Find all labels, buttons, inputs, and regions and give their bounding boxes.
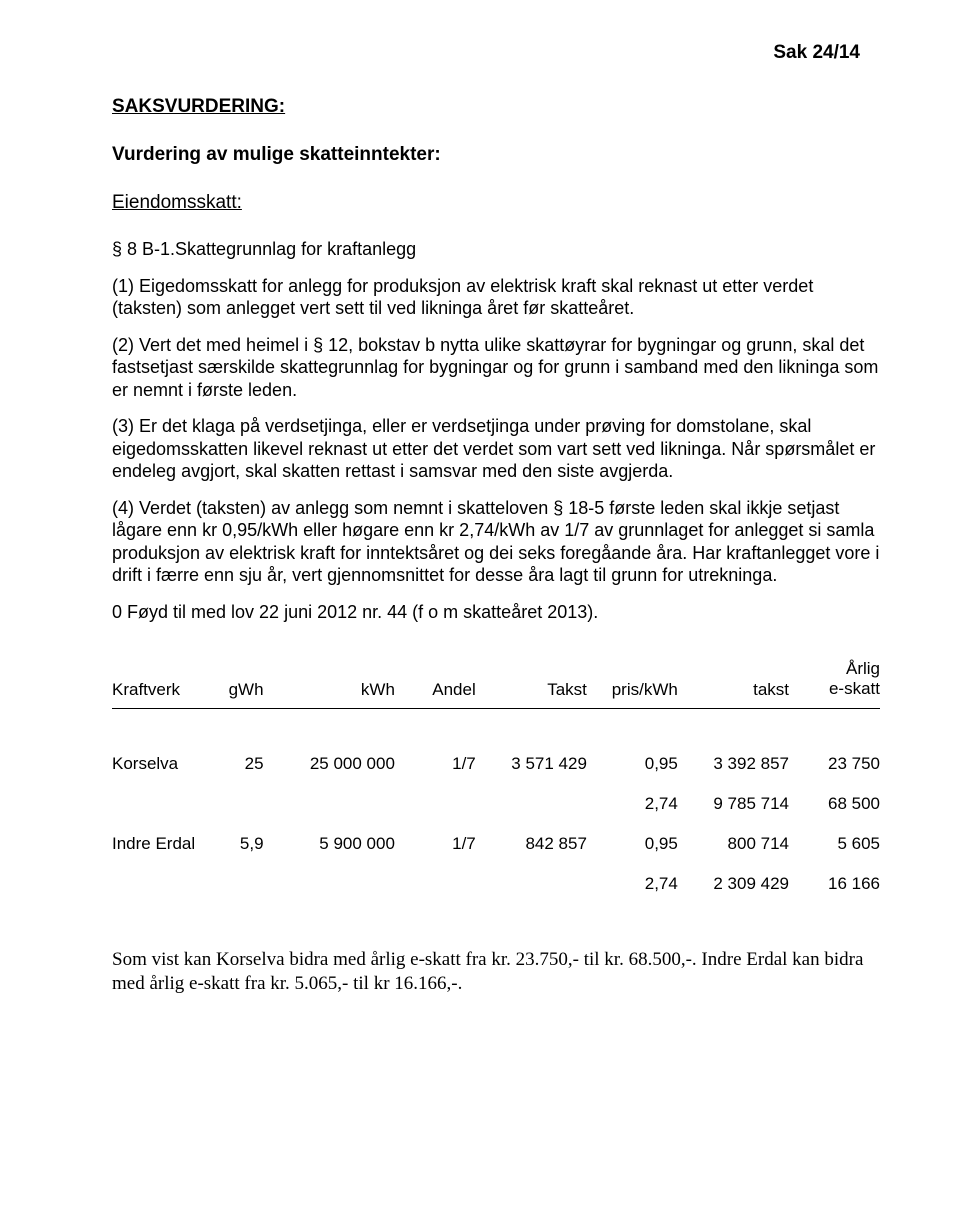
cell-gwh: 5,9 — [203, 824, 264, 864]
table-spacer — [112, 708, 880, 744]
col-header-arlig: Årlig — [846, 659, 880, 678]
cell-gwh — [203, 784, 264, 824]
col-header-gwh: gWh — [203, 659, 264, 708]
cell-pris: 0,95 — [587, 744, 678, 784]
table-row: 2,74 9 785 714 68 500 — [112, 784, 880, 824]
subsection-title: Eiendomsskatt: — [112, 192, 880, 214]
table-row: 2,74 2 309 429 16 166 — [112, 864, 880, 904]
cell-gwh — [203, 864, 264, 904]
table-header-row: Kraftverk gWh kWh Andel Takst pris/kWh t… — [112, 659, 880, 708]
subtitle: Vurdering av mulige skatteinntekter: — [112, 144, 880, 166]
cell-andel — [395, 864, 476, 904]
col-header-takst2: takst — [678, 659, 789, 708]
cell-gwh: 25 — [203, 744, 264, 784]
cell-pris: 2,74 — [587, 864, 678, 904]
cell-eskatt: 23 750 — [789, 744, 880, 784]
cell-andel: 1/7 — [395, 744, 476, 784]
case-number: Sak 24/14 — [773, 42, 860, 64]
section-title: SAKSVURDERING: — [112, 96, 880, 118]
cell-andel — [395, 784, 476, 824]
data-table-wrap: Kraftverk gWh kWh Andel Takst pris/kWh t… — [112, 659, 880, 904]
table-row: Korselva 25 25 000 000 1/7 3 571 429 0,9… — [112, 744, 880, 784]
cell-takst2: 800 714 — [678, 824, 789, 864]
paragraph-2: (1) Eigedomsskatt for anlegg for produks… — [112, 275, 880, 320]
col-header-kwh: kWh — [264, 659, 395, 708]
table-row: Indre Erdal 5,9 5 900 000 1/7 842 857 0,… — [112, 824, 880, 864]
cell-pris: 2,74 — [587, 784, 678, 824]
cell-takst: 3 571 429 — [476, 744, 587, 784]
col-header-eskatt-txt: e-skatt — [829, 679, 880, 698]
footer-paragraph: Som vist kan Korselva bidra med årlig e-… — [112, 948, 880, 996]
cell-takst2: 3 392 857 — [678, 744, 789, 784]
cell-name — [112, 864, 203, 904]
cell-kwh — [264, 784, 395, 824]
paragraph-5: (4) Verdet (taksten) av anlegg som nemnt… — [112, 497, 880, 587]
col-header-eskatt: Årlig e-skatt — [789, 659, 880, 708]
cell-kwh — [264, 864, 395, 904]
paragraph-1: § 8 B-1.Skattegrunnlag for kraftanlegg — [112, 238, 880, 261]
cell-name — [112, 784, 203, 824]
cell-takst2: 2 309 429 — [678, 864, 789, 904]
cell-takst — [476, 864, 587, 904]
paragraph-4: (3) Er det klaga på verdsetjinga, eller … — [112, 415, 880, 483]
col-header-name: Kraftverk — [112, 659, 203, 708]
cell-pris: 0,95 — [587, 824, 678, 864]
cell-takst — [476, 784, 587, 824]
cell-takst2: 9 785 714 — [678, 784, 789, 824]
cell-kwh: 25 000 000 — [264, 744, 395, 784]
paragraph-6: 0 Føyd til med lov 22 juni 2012 nr. 44 (… — [112, 601, 880, 624]
col-header-andel: Andel — [395, 659, 476, 708]
col-header-pris: pris/kWh — [587, 659, 678, 708]
cell-eskatt: 5 605 — [789, 824, 880, 864]
cell-eskatt: 16 166 — [789, 864, 880, 904]
cell-eskatt: 68 500 — [789, 784, 880, 824]
col-header-takst: Takst — [476, 659, 587, 708]
kraftverk-table: Kraftverk gWh kWh Andel Takst pris/kWh t… — [112, 659, 880, 904]
cell-kwh: 5 900 000 — [264, 824, 395, 864]
document-page: Sak 24/14 SAKSVURDERING: Vurdering av mu… — [0, 0, 960, 1232]
cell-takst: 842 857 — [476, 824, 587, 864]
paragraph-3: (2) Vert det med heimel i § 12, bokstav … — [112, 334, 880, 402]
cell-name: Indre Erdal — [112, 824, 203, 864]
cell-andel: 1/7 — [395, 824, 476, 864]
cell-name: Korselva — [112, 744, 203, 784]
